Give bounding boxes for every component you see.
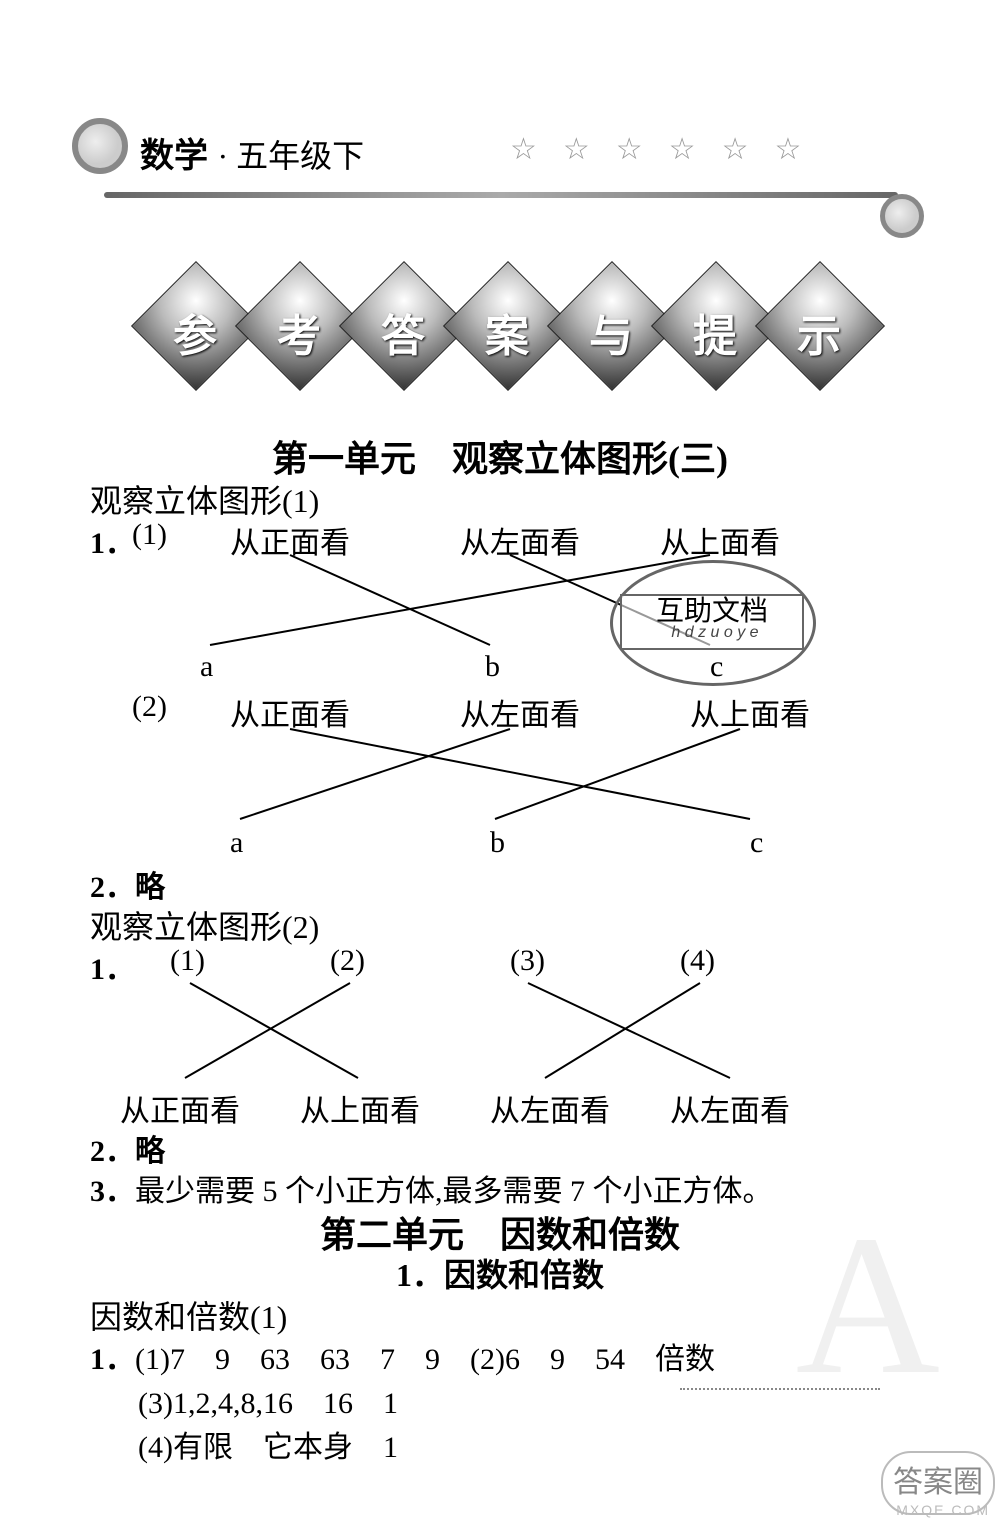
s2-top-3: (4) (680, 944, 715, 978)
q1-part1-label: (1) (132, 518, 167, 552)
s2-bot-0: 从正面看 (120, 1086, 240, 1130)
unit2-sec1-label: 因数和倍数(1) (90, 1292, 287, 1338)
u2-q1-line1: 1．(1)7 9 63 63 7 9 (2)6 9 54 倍数 (90, 1334, 715, 1378)
banner-char: 示 (774, 300, 864, 364)
header-rule (104, 192, 898, 198)
q1-part2-label: (2) (132, 690, 167, 724)
s2-bot-1: 从上面看 (300, 1086, 420, 1130)
ring-decor-left (72, 118, 128, 174)
subject-bold: 数学 (140, 137, 208, 175)
subject-rest: · 五年级下 (217, 138, 364, 174)
s2-top-0: (1) (170, 944, 205, 978)
ring-decor-right (880, 194, 924, 238)
banner-char: 答 (358, 300, 448, 364)
s2-bot-3: 从左面看 (670, 1086, 790, 1130)
s2-top-2: (3) (510, 944, 545, 978)
s2-match-svg (90, 978, 870, 1084)
q1m1-bot-1: b (485, 650, 500, 684)
q1m2-bot-0: a (230, 826, 243, 860)
unit1-sec2-label: 观察立体图形(2) (90, 902, 319, 948)
unit2-subtitle: 1．因数和倍数 (90, 1250, 910, 1296)
page: 数学 · 五年级下 ☆☆☆☆☆☆ 参考答案与提示 第一单元 观察立体图形(三) … (90, 130, 910, 1470)
s2-bot-2: 从左面看 (490, 1086, 610, 1130)
q1m2-bot-1: b (490, 826, 505, 860)
banner-char: 考 (254, 300, 344, 364)
q1-match2-svg (90, 724, 870, 824)
site-watermark: MXQE.COM (896, 1502, 990, 1518)
s2-top-1: (2) (330, 944, 365, 978)
q1-match1-svg (90, 550, 850, 650)
dotted-line (680, 1388, 880, 1390)
u2-q1-num: 1． (90, 1343, 135, 1376)
q2-text: 2．略 (90, 862, 165, 906)
u2-q1-l1: (1)7 9 63 63 7 9 (2)6 9 54 倍数 (135, 1343, 715, 1376)
unit1-sec1-label: 观察立体图形(1) (90, 476, 319, 522)
q1m1-bot-2: c (710, 650, 723, 684)
unit1-title: 第一单元 观察立体图形(三) (90, 430, 910, 482)
s2-q3: 3．最少需要 5 个小正方体,最多需要 7 个小正方体。 (90, 1166, 773, 1210)
subject-label: 数学 · 五年级下 (140, 128, 364, 177)
u2-q1-l3: (4)有限 它本身 1 (138, 1422, 398, 1466)
watermark-A: A (796, 1191, 940, 1420)
q1m1-bot-0: a (200, 650, 213, 684)
banner-char: 参 (150, 300, 240, 364)
banner-diamonds: 参考答案与提示 (150, 270, 870, 390)
banner-char: 与 (566, 300, 656, 364)
u2-q1-l2: (3)1,2,4,8,16 16 1 (138, 1378, 398, 1422)
banner-char: 提 (670, 300, 760, 364)
star-row: ☆☆☆☆☆☆ (510, 132, 827, 167)
s2-q2: 2．略 (90, 1126, 165, 1170)
q1m2-bot-2: c (750, 826, 763, 860)
banner-char: 案 (462, 300, 552, 364)
